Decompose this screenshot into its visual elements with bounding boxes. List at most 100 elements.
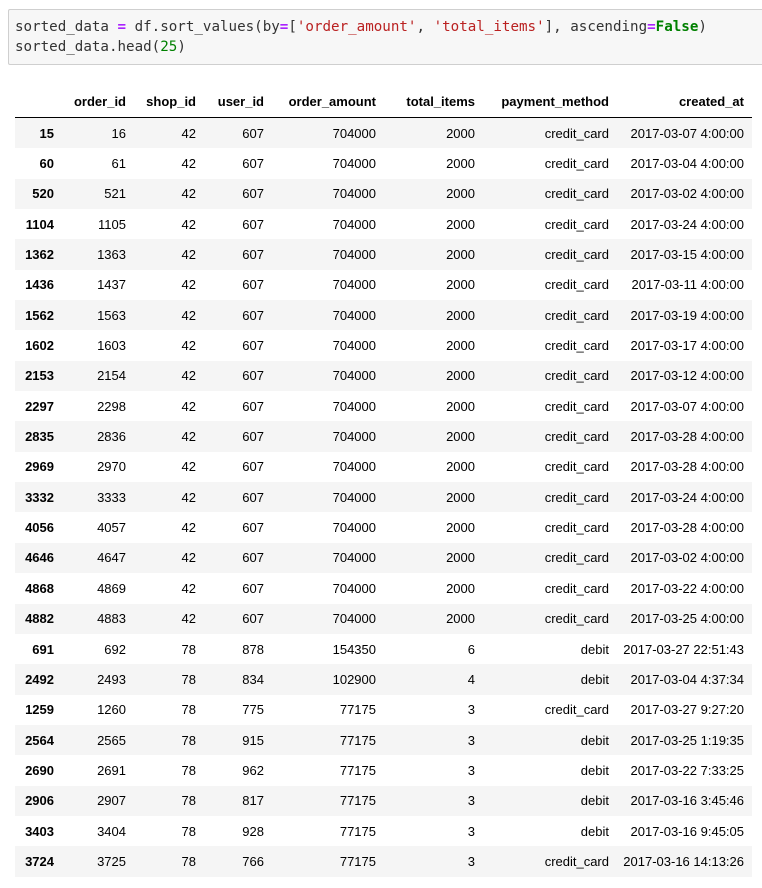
table-cell-created-at: 2017-03-16 14:13:26 bbox=[623, 853, 744, 869]
table-cell-total-items: 2000 bbox=[446, 156, 475, 172]
table-cell-created-at: 2017-03-28 4:00:00 bbox=[630, 459, 744, 475]
row-index: 2492 bbox=[25, 671, 54, 687]
table-cell-total-items: 3 bbox=[467, 732, 475, 748]
row-index: 3332 bbox=[25, 489, 54, 505]
table-cell-total-items: 4 bbox=[467, 671, 475, 687]
table-cell-order-amount: 77175 bbox=[339, 853, 376, 869]
table-cell-created-at: 2017-03-22 7:33:25 bbox=[630, 762, 744, 778]
table-cell-order-id: 2691 bbox=[97, 762, 126, 778]
table-cell-order-id: 1603 bbox=[97, 338, 126, 354]
table-header: order_id shop_id user_id order_amount total_… bbox=[15, 86, 752, 118]
table-row: 1436 1437 42 607 704000 2000 credit_card 2017-0… bbox=[15, 269, 752, 301]
table-row: 3403 3404 78 928 77175 3 debit 2017-03-16 9:45:… bbox=[15, 815, 752, 847]
table-cell-shop-id: 42 bbox=[181, 277, 196, 293]
table-cell-payment-method: credit_card bbox=[544, 125, 609, 141]
table-cell-shop-id: 42 bbox=[181, 580, 196, 596]
table-cell-shop-id: 42 bbox=[181, 216, 196, 232]
code-token: ) bbox=[698, 19, 707, 35]
table-cell-order-amount: 704000 bbox=[332, 125, 376, 141]
table-cell-order-amount: 704000 bbox=[332, 186, 376, 202]
table-row: 1362 1363 42 607 704000 2000 credit_card 2017-0… bbox=[15, 239, 752, 270]
table-row: 1562 1563 42 607 704000 2000 credit_card 2017-0… bbox=[15, 300, 752, 331]
row-index: 1562 bbox=[25, 307, 54, 323]
row-index: 2690 bbox=[25, 762, 54, 778]
row-index: 2906 bbox=[25, 793, 54, 809]
table-cell-user-id: 607 bbox=[242, 368, 264, 384]
table-row: 2690 2691 78 962 77175 3 debit 2017-03-22 7:33:… bbox=[15, 755, 752, 786]
table-cell-created-at: 2017-03-24 4:00:00 bbox=[630, 489, 744, 505]
column-header: total_items bbox=[384, 86, 483, 118]
table-cell-shop-id: 42 bbox=[181, 156, 196, 172]
table-cell-user-id: 607 bbox=[242, 550, 264, 566]
table-cell-order-id: 692 bbox=[104, 641, 126, 657]
table-row: 4882 4883 42 607 704000 2000 credit_card 2017-0… bbox=[15, 603, 752, 634]
table-cell-payment-method: credit_card bbox=[544, 398, 609, 414]
table-row: 3724 3725 78 766 77175 3 credit_card 2017-03-16… bbox=[15, 846, 752, 877]
table-cell-order-id: 4869 bbox=[97, 580, 126, 596]
table-cell-created-at: 2017-03-11 4:00:00 bbox=[631, 277, 744, 293]
table-cell-total-items: 2000 bbox=[446, 398, 475, 414]
table-cell-order-id: 4883 bbox=[97, 611, 126, 627]
row-index: 4868 bbox=[25, 580, 54, 596]
table-cell-payment-method: debit bbox=[580, 732, 609, 748]
code-input-cell[interactable]: sorted_data = df.sort_values(by=['order_… bbox=[8, 9, 762, 65]
table-cell-payment-method: debit bbox=[580, 671, 609, 687]
table-cell-created-at: 2017-03-19 4:00:00 bbox=[630, 307, 744, 323]
table-row: 4646 4647 42 607 704000 2000 credit_card 2017-0… bbox=[15, 542, 752, 574]
table-row: 2492 2493 78 834 102900 4 debit 2017-03-04 4:37… bbox=[15, 664, 752, 695]
table-cell-order-id: 1363 bbox=[97, 247, 126, 263]
table-cell-order-id: 2836 bbox=[97, 429, 126, 445]
table-cell-payment-method: credit_card bbox=[544, 853, 609, 869]
table-cell-payment-method: credit_card bbox=[544, 429, 609, 445]
code-line-2: sorted_data.head(25) bbox=[15, 37, 762, 57]
table-cell-payment-method: credit_card bbox=[544, 186, 609, 202]
table-cell-order-amount: 704000 bbox=[332, 398, 376, 414]
table-row: 2969 2970 42 607 704000 2000 credit_card 2017-0… bbox=[15, 451, 752, 483]
table-cell-payment-method: credit_card bbox=[544, 489, 609, 505]
table-cell-order-amount: 704000 bbox=[332, 489, 376, 505]
table-cell-shop-id: 78 bbox=[181, 762, 196, 778]
table-cell-order-amount: 704000 bbox=[332, 156, 376, 172]
table-cell-payment-method: credit_card bbox=[544, 368, 609, 384]
table-cell-shop-id: 42 bbox=[181, 125, 196, 141]
table-cell-order-amount: 77175 bbox=[339, 732, 376, 748]
table-cell-created-at: 2017-03-02 4:00:00 bbox=[630, 186, 744, 202]
row-index: 4056 bbox=[25, 520, 54, 536]
table-cell-created-at: 2017-03-25 4:00:00 bbox=[630, 611, 744, 627]
table-cell-payment-method: credit_card bbox=[544, 307, 609, 323]
table-cell-total-items: 6 bbox=[467, 641, 475, 657]
table-cell-total-items: 2000 bbox=[446, 307, 475, 323]
table-row: 4056 4057 42 607 704000 2000 credit_card 2017-0… bbox=[15, 512, 752, 543]
string-token: 'total_items' bbox=[433, 19, 545, 35]
table-cell-total-items: 3 bbox=[467, 793, 475, 809]
column-header: order_amount bbox=[272, 86, 384, 118]
table-cell-user-id: 607 bbox=[242, 398, 264, 414]
table-cell-user-id: 962 bbox=[242, 762, 264, 778]
table-cell-created-at: 2017-03-27 22:51:43 bbox=[623, 641, 744, 657]
table-cell-total-items: 3 bbox=[467, 823, 475, 839]
table-cell-shop-id: 78 bbox=[181, 793, 196, 809]
table-cell-order-amount: 704000 bbox=[332, 216, 376, 232]
row-index: 1602 bbox=[25, 338, 54, 354]
column-header: order_id bbox=[62, 86, 134, 118]
table-cell-created-at: 2017-03-12 4:00:00 bbox=[630, 368, 744, 384]
table-cell-order-id: 2154 bbox=[97, 368, 126, 384]
table-cell-created-at: 2017-03-04 4:37:34 bbox=[630, 671, 744, 687]
row-index: 4646 bbox=[25, 550, 54, 566]
row-index: 1259 bbox=[25, 702, 54, 718]
row-index: 1436 bbox=[25, 277, 54, 293]
table-cell-user-id: 607 bbox=[242, 459, 264, 475]
column-header: payment_method bbox=[483, 86, 617, 118]
table-cell-shop-id: 78 bbox=[181, 732, 196, 748]
table-cell-total-items: 2000 bbox=[446, 611, 475, 627]
table-cell-shop-id: 42 bbox=[181, 520, 196, 536]
table-cell-user-id: 607 bbox=[242, 156, 264, 172]
table-cell-order-id: 2970 bbox=[97, 459, 126, 475]
table-cell-order-amount: 704000 bbox=[332, 307, 376, 323]
table-cell-user-id: 607 bbox=[242, 277, 264, 293]
table-cell-shop-id: 78 bbox=[181, 853, 196, 869]
table-row: 2297 2298 42 607 704000 2000 credit_card 2017-0… bbox=[15, 391, 752, 422]
table-cell-shop-id: 78 bbox=[181, 671, 196, 687]
table-cell-total-items: 2000 bbox=[446, 580, 475, 596]
table-cell-order-id: 1437 bbox=[97, 277, 126, 293]
